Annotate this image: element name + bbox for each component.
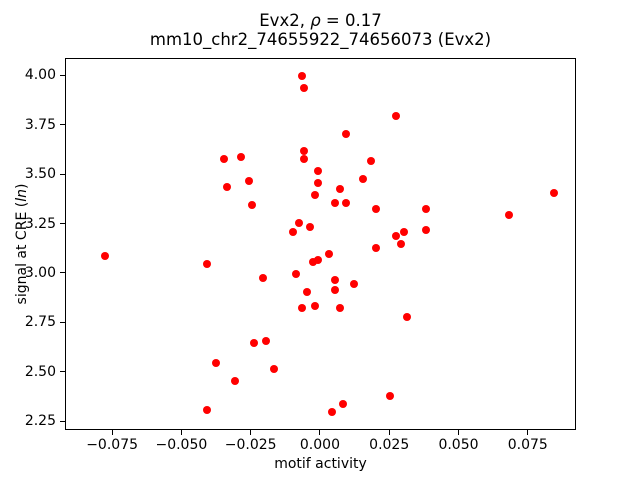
y-axis-tick-label: 2.50 xyxy=(24,363,56,380)
y-axis-tick-label: 3.25 xyxy=(24,215,56,232)
data-point xyxy=(330,275,339,284)
data-point xyxy=(350,279,359,288)
data-point xyxy=(402,313,411,322)
data-point xyxy=(391,111,400,120)
y-axis-tick xyxy=(60,173,65,175)
x-axis-tick-label: 0.025 xyxy=(369,437,410,453)
data-point xyxy=(261,337,270,346)
x-axis-tick xyxy=(527,430,529,435)
data-point xyxy=(300,147,309,156)
data-point xyxy=(330,285,339,294)
data-point xyxy=(314,256,323,265)
y-axis-tick xyxy=(60,74,65,76)
data-point xyxy=(297,72,306,81)
x-axis-label: motif activity xyxy=(274,456,367,472)
x-axis-tick-label: 0.050 xyxy=(438,437,479,453)
data-point xyxy=(219,155,228,164)
data-point xyxy=(339,400,348,409)
x-axis-tick xyxy=(458,430,459,435)
data-point xyxy=(258,273,267,282)
data-point xyxy=(294,218,303,227)
data-point xyxy=(247,200,256,209)
y-axis-tick xyxy=(60,223,65,225)
data-point xyxy=(305,222,314,231)
y-axis-label-close: ) xyxy=(14,183,30,190)
data-point xyxy=(336,303,345,312)
data-point xyxy=(325,250,334,259)
data-point xyxy=(549,188,558,197)
data-point xyxy=(336,184,345,193)
y-axis-tick-label: 2.75 xyxy=(24,314,56,331)
data-point xyxy=(372,244,381,253)
data-point xyxy=(358,175,367,184)
data-point xyxy=(303,287,312,296)
data-point xyxy=(203,260,212,269)
y-axis-label-ln: ln xyxy=(14,189,30,202)
y-axis-tick-label: 3.50 xyxy=(24,166,56,183)
data-point xyxy=(231,376,240,385)
data-point xyxy=(366,157,375,166)
y-axis-tick xyxy=(60,272,65,274)
data-point xyxy=(222,183,231,192)
x-axis-tick xyxy=(250,430,252,435)
data-point xyxy=(397,240,406,249)
data-point xyxy=(292,269,300,278)
x-axis-tick-label: −0.050 xyxy=(155,437,208,453)
title-correlation-value: = 0.17 xyxy=(320,11,382,30)
data-point xyxy=(422,226,431,235)
data-point xyxy=(211,358,220,367)
data-point xyxy=(386,392,395,401)
x-axis-tick xyxy=(388,430,390,435)
x-axis-tick-label: 0.075 xyxy=(507,437,548,453)
y-axis-tick-label: 3.00 xyxy=(24,264,56,281)
data-point xyxy=(341,129,350,138)
data-point xyxy=(341,198,350,207)
y-axis-tick xyxy=(60,420,65,422)
data-point xyxy=(269,364,278,373)
data-point xyxy=(300,84,309,93)
data-point xyxy=(297,303,306,312)
data-point xyxy=(391,232,400,241)
title-rho-symbol: ρ xyxy=(310,11,321,30)
data-point xyxy=(300,155,309,164)
title-text: Evx2, xyxy=(259,11,311,30)
y-axis-tick-label: 2.25 xyxy=(24,413,56,430)
data-point xyxy=(311,190,320,199)
data-point xyxy=(505,210,514,219)
chart-title-line1: Evx2, ρ = 0.17 xyxy=(65,11,576,30)
data-point xyxy=(203,406,212,415)
data-point xyxy=(289,228,298,237)
data-point xyxy=(244,177,253,186)
x-axis-tick-label: −0.075 xyxy=(86,437,139,453)
x-axis-tick-label: 0.000 xyxy=(299,437,340,453)
data-point xyxy=(330,198,339,207)
plot-area xyxy=(65,58,576,430)
y-axis-label-text: signal at CRE ( xyxy=(14,201,30,305)
x-axis-tick xyxy=(319,430,321,435)
data-point xyxy=(100,252,109,261)
data-point xyxy=(314,167,323,176)
x-axis-tick xyxy=(111,430,113,435)
y-axis-tick xyxy=(60,371,65,373)
data-point xyxy=(311,301,320,310)
data-point xyxy=(400,228,409,237)
data-point xyxy=(308,258,317,267)
y-axis-tick-label: 3.75 xyxy=(24,116,56,133)
data-point xyxy=(236,153,245,162)
chart-subtitle: mm10_chr2_74655922_74656073 (Evx2) xyxy=(149,30,492,49)
x-axis-tick-label: −0.025 xyxy=(224,437,277,453)
data-point xyxy=(250,339,259,348)
y-axis-tick-label: 4.00 xyxy=(24,67,56,84)
y-axis-label: signal at CRE (ln) xyxy=(14,184,30,305)
data-point xyxy=(328,408,337,417)
data-point xyxy=(314,179,323,188)
y-axis-tick xyxy=(60,321,65,323)
data-point xyxy=(422,204,431,213)
y-axis-tick xyxy=(60,124,65,126)
chart-title: Evx2, ρ = 0.17 mm10_chr2_74655922_746560… xyxy=(65,11,576,49)
x-axis-tick xyxy=(180,430,182,435)
data-point xyxy=(372,204,381,213)
